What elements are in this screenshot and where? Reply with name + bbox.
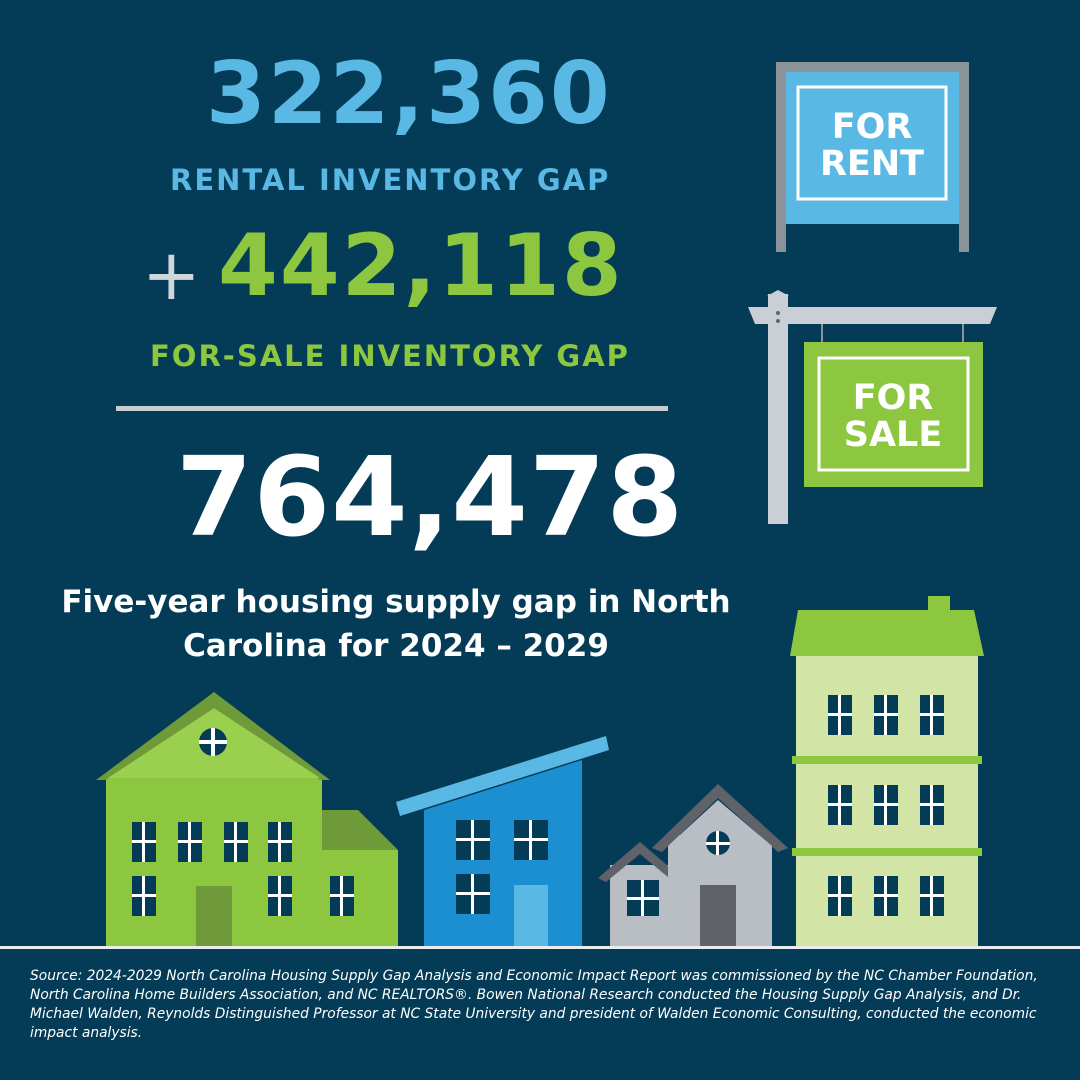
for-sale-line2: SALE xyxy=(844,415,943,455)
total-gap-number: 764,478 xyxy=(176,433,685,561)
green-house-icon xyxy=(96,692,398,948)
forsale-gap-label: FOR-SALE INVENTORY GAP xyxy=(150,339,630,373)
blue-house-icon xyxy=(396,736,609,948)
for-rent-line2: RENT xyxy=(820,144,924,184)
total-gap-caption: Five-year housing supply gap in North Ca… xyxy=(61,584,731,664)
apartment-building-icon xyxy=(790,596,984,948)
rental-gap-label: RENTAL INVENTORY GAP xyxy=(170,163,611,197)
ground-line xyxy=(0,946,1080,949)
gray-house-icon xyxy=(598,784,788,948)
for-rent-sign-icon: FOR RENT xyxy=(776,62,969,252)
sum-divider xyxy=(116,406,668,411)
rental-gap-number: 322,360 xyxy=(206,44,612,144)
for-sale-sign-icon: FOR SALE xyxy=(748,290,997,524)
forsale-gap-number: 442,118 xyxy=(218,216,624,316)
plus-sign: + xyxy=(142,234,201,316)
source-footnote: Source: 2024-2029 North Carolina Housing… xyxy=(30,968,1038,1041)
for-rent-line1: FOR xyxy=(832,107,913,147)
for-sale-line1: FOR xyxy=(853,378,934,418)
